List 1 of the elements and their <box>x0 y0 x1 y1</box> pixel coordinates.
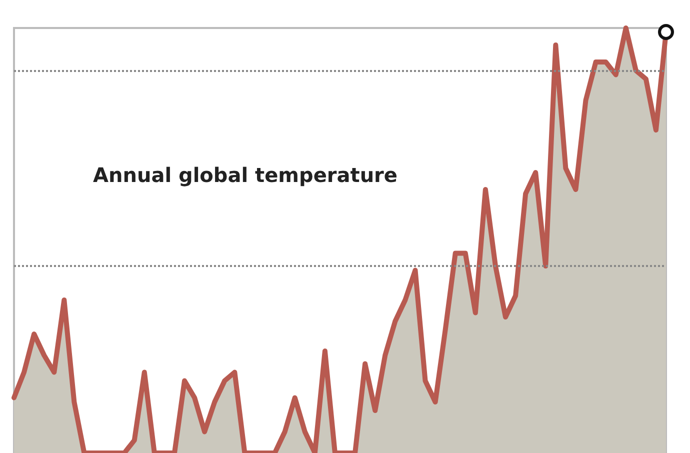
text: Annual global temperature <box>93 163 398 187</box>
